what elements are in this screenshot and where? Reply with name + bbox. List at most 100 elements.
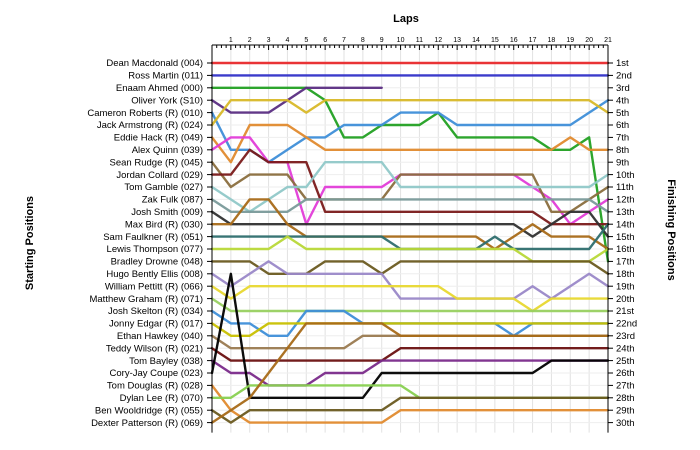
finish-position-label: 17th — [616, 257, 635, 268]
series-lines — [210, 61, 610, 424]
driver-label: Cameron Roberts (R) (010) — [87, 108, 203, 119]
driver-position-line — [210, 86, 383, 114]
driver-position-line — [210, 297, 610, 313]
finish-position-label: 5th — [616, 108, 629, 119]
driver-label: Bradley Drowne (048) — [111, 257, 203, 268]
driver-position-line — [210, 123, 610, 164]
lap-tick-label: 8 — [361, 37, 365, 44]
lap-tick-label: 18 — [548, 37, 556, 44]
lap-tick-label: 17 — [529, 37, 537, 44]
finish-position-label: 9th — [616, 157, 629, 168]
finish-position-label: 15th — [616, 232, 635, 243]
finish-position-label: 7th — [616, 133, 629, 144]
driver-position-line — [210, 198, 610, 251]
driver-position-line — [210, 322, 610, 424]
finish-position-label: 27th — [616, 381, 635, 392]
driver-label: Max Bird (R) (030) — [125, 219, 203, 230]
finish-position-label: 13th — [616, 207, 635, 218]
driver-label: Eddie Hack (R) (049) — [114, 133, 203, 144]
driver-label: Sean Rudge (R) (045) — [110, 157, 203, 168]
driver-label: Teddy Wilson (R) (021) — [106, 343, 203, 354]
driver-position-line — [210, 148, 610, 226]
driver-position-line — [210, 396, 610, 424]
lap-tick-label: 7 — [342, 37, 346, 44]
finish-position-label: 6th — [616, 120, 629, 131]
driver-label: Matthew Graham (R) (071) — [89, 294, 203, 305]
lap-tick-label: 14 — [472, 37, 480, 44]
lap-tick-label: 11 — [416, 37, 423, 44]
driver-position-line — [210, 384, 610, 399]
driver-position-line — [210, 260, 610, 300]
finish-position-label: 10th — [616, 170, 635, 181]
lap-tick-label: 19 — [566, 37, 574, 44]
lap-tick-label: 2 — [248, 37, 252, 44]
lap-tick-label: 1 — [229, 37, 233, 44]
driver-label: Enaam Ahmed (000) — [116, 83, 203, 94]
lap-tick-label: 12 — [434, 37, 442, 44]
driver-position-line — [210, 347, 610, 362]
driver-label: Jack Armstrong (R) (024) — [97, 120, 203, 131]
finish-position-label: 1st — [616, 58, 629, 69]
driver-label: Dean Macdonald (004) — [106, 58, 203, 69]
driver-position-line — [210, 86, 610, 263]
axes — [207, 44, 613, 433]
driver-position-line — [210, 160, 610, 214]
driver-label: Tom Douglas (R) (028) — [107, 381, 203, 392]
finish-position-label: 26th — [616, 368, 635, 379]
finish-position-label: 8th — [616, 145, 629, 156]
finish-position-label: 2nd — [616, 71, 632, 82]
driver-label: Cory-Jay Coupe (023) — [110, 368, 203, 379]
lap-tick-label: 5 — [304, 37, 308, 44]
driver-position-line — [210, 272, 610, 399]
finish-position-label: 20th — [616, 294, 635, 305]
driver-position-line — [210, 334, 610, 350]
driver-label: Oliver York (S10) — [131, 95, 203, 106]
finish-position-label: 4th — [616, 95, 629, 106]
finish-position-label: 19th — [616, 281, 635, 292]
driver-label: Ross Martin (011) — [128, 71, 203, 82]
finish-position-label: 18th — [616, 269, 635, 280]
driver-label: Jonny Edgar (R) (017) — [109, 319, 203, 330]
lap-tick-label: 9 — [380, 37, 384, 44]
driver-label: Dylan Lee (R) (070) — [120, 393, 203, 404]
lap-tick-label: 4 — [285, 37, 289, 44]
driver-label: Josh Skelton (R) (034) — [108, 306, 203, 317]
driver-position-line — [210, 98, 610, 164]
driver-position-line — [210, 384, 610, 424]
grid — [211, 45, 609, 433]
driver-position-line — [210, 285, 610, 313]
lap-tick-label: 10 — [397, 37, 405, 44]
lap-tick-label: 21 — [604, 37, 612, 44]
driver-label: Dexter Patterson (R) (069) — [91, 418, 203, 429]
driver-label: Sam Faulkner (R) (051) — [103, 232, 203, 243]
driver-label: Tom Bayley (038) — [129, 356, 203, 367]
driver-label: William Pettitt (R) (066) — [105, 281, 203, 292]
driver-label: Alex Quinn (039) — [132, 145, 203, 156]
finish-position-label: 21st — [616, 306, 634, 317]
driver-label: Lewis Thompson (077) — [107, 244, 203, 255]
lap-tick-label: 6 — [323, 37, 327, 44]
finish-position-label: 14th — [616, 219, 635, 230]
finish-position-label: 28th — [616, 393, 635, 404]
driver-label: Ethan Hawkey (040) — [117, 331, 203, 342]
chart-title: Laps — [393, 13, 419, 25]
driver-label: Hugo Bently Ellis (008) — [106, 269, 203, 280]
finish-position-label: 16th — [616, 244, 635, 255]
finish-position-label: 24th — [616, 343, 635, 354]
driver-position-line — [210, 260, 610, 275]
finish-position-label: 23rd — [616, 331, 635, 342]
right-axis-label: Finishing Positions — [665, 179, 677, 280]
driver-label: Zak Fulk (087) — [142, 195, 203, 206]
finish-position-label: 25th — [616, 356, 635, 367]
finish-position-label: 30th — [616, 418, 635, 429]
finish-position-label: 12th — [616, 195, 635, 206]
finish-position-label: 11th — [616, 182, 634, 193]
lap-tick-label: 3 — [267, 37, 271, 44]
driver-label: Josh Smith (009) — [131, 207, 203, 218]
finish-position-label: 29th — [616, 405, 635, 416]
lap-tick-label: 16 — [510, 37, 518, 44]
finish-position-label: 22nd — [616, 319, 637, 330]
driver-position-line — [210, 98, 610, 127]
